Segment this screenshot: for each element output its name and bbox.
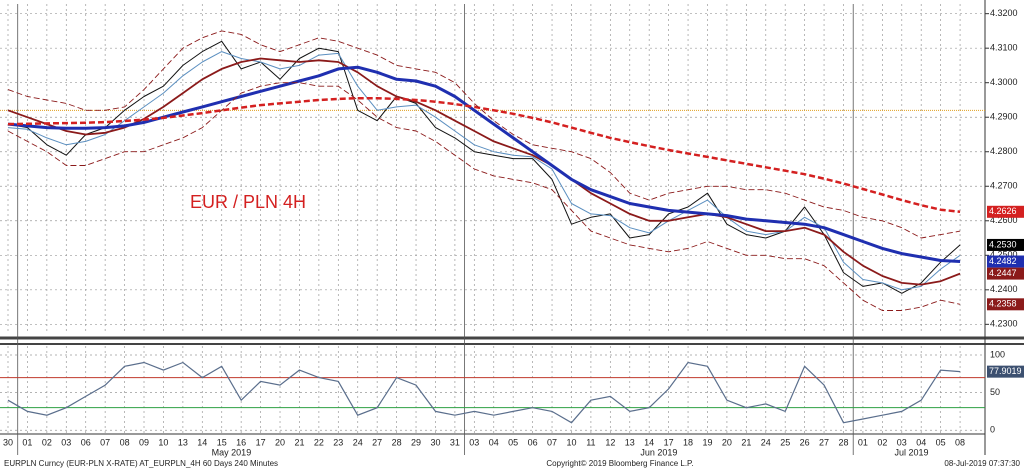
x-tick-label: 03 — [897, 437, 907, 447]
x-tick-label: 11 — [586, 437, 595, 447]
footer-right: 08-Jul-2019 07:37:30 — [944, 459, 1020, 468]
x-tick-label: 10 — [158, 437, 168, 447]
y-tick-label: 4.2600 — [990, 215, 1018, 225]
y-tick-label: 4.2400 — [990, 284, 1018, 294]
x-tick-label: 08 — [955, 437, 965, 447]
x-tick-label: 28 — [838, 437, 848, 447]
value-tag — [987, 238, 1024, 251]
x-tick-label: 09 — [139, 437, 149, 447]
x-tick-label: 21 — [294, 437, 304, 447]
value-tag-label: 4.2482 — [989, 256, 1017, 266]
y-tick-label: 100 — [990, 349, 1005, 359]
y-tick-label: 0 — [990, 425, 995, 435]
value-tag — [987, 365, 1024, 378]
x-tick-label: 01 — [858, 437, 868, 447]
x-tick-label: 14 — [644, 437, 654, 447]
y-tick-label: 4.2800 — [990, 146, 1018, 156]
chart-annotation: EUR / PLN 4H — [190, 192, 306, 212]
x-tick-label: 18 — [683, 437, 693, 447]
x-tick-label: 26 — [800, 437, 810, 447]
x-tick-label: 01 — [22, 437, 32, 447]
x-tick-label: 30 — [430, 437, 440, 447]
series-line — [7, 82, 961, 311]
value-tag — [987, 205, 1024, 218]
x-tick-label: 10 — [566, 437, 576, 447]
oscillator-line — [7, 361, 961, 424]
x-tick-label: 21 — [741, 437, 751, 447]
x-tick-label: 29 — [411, 437, 421, 447]
x-tick-label: 20 — [275, 437, 285, 447]
x-tick-label: 03 — [61, 437, 71, 447]
value-tag-label: 4.2358 — [989, 299, 1017, 309]
x-tick-label: 17 — [664, 437, 674, 447]
series-line — [7, 30, 961, 239]
y-tick-label: 4.2700 — [990, 181, 1018, 191]
x-tick-label: 27 — [372, 437, 382, 447]
series-line — [7, 57, 961, 286]
x-tick-label: 16 — [236, 437, 246, 447]
x-tick-label: 07 — [547, 437, 557, 447]
x-tick-label: 02 — [877, 437, 887, 447]
x-tick-label: 04 — [489, 437, 499, 447]
footer-left: EURPLN Curncy (EUR-PLN X-RATE) AT_EURPLN… — [4, 459, 278, 468]
x-tick-label: 17 — [256, 437, 266, 447]
series-line — [7, 96, 961, 214]
x-tick-label: 31 — [450, 437, 460, 447]
x-tick-label: 07 — [100, 437, 110, 447]
value-tag-label: 4.2447 — [989, 268, 1017, 278]
x-tick-label: 08 — [120, 437, 130, 447]
value-tag — [987, 267, 1024, 280]
x-tick-label: 05 — [508, 437, 518, 447]
series-line — [7, 40, 961, 294]
month-label: May 2019 — [212, 447, 252, 457]
x-tick-label: 12 — [605, 437, 615, 447]
x-tick-label: 25 — [780, 437, 790, 447]
y-tick-label: 4.3100 — [990, 43, 1018, 53]
y-tick-label: 4.2900 — [990, 112, 1018, 122]
x-tick-label: 22 — [314, 437, 324, 447]
x-tick-label: 24 — [761, 437, 771, 447]
x-tick-label: 05 — [936, 437, 946, 447]
x-tick-label: 13 — [625, 437, 635, 447]
y-tick-label: 4.3000 — [990, 77, 1018, 87]
value-tag — [987, 298, 1024, 311]
footer-center: Copyright© 2019 Bloomberg Finance L.P. — [546, 459, 693, 468]
x-tick-label: 02 — [42, 437, 52, 447]
x-tick-label: 06 — [81, 437, 91, 447]
month-label: Jun 2019 — [640, 447, 677, 457]
y-tick-label: 4.2300 — [990, 319, 1018, 329]
x-tick-label: 30 — [3, 437, 13, 447]
x-tick-label: 04 — [916, 437, 926, 447]
value-tag-label: 77.9019 — [989, 366, 1022, 376]
x-tick-label: 28 — [392, 437, 402, 447]
x-tick-label: 03 — [469, 437, 479, 447]
y-tick-label: 4.2500 — [990, 250, 1018, 260]
x-tick-label: 19 — [702, 437, 712, 447]
series-line — [7, 51, 961, 291]
value-tag-label: 4.2530 — [989, 239, 1017, 249]
x-tick-label: 14 — [197, 437, 207, 447]
y-tick-label: 4.3200 — [990, 8, 1018, 18]
x-tick-label: 20 — [722, 437, 732, 447]
value-tag-label: 4.2626 — [989, 206, 1017, 216]
x-tick-label: 23 — [333, 437, 343, 447]
x-tick-label: 24 — [353, 437, 363, 447]
x-tick-label: 06 — [528, 437, 538, 447]
y-tick-label: 50 — [990, 387, 1000, 397]
x-tick-label: 15 — [217, 437, 227, 447]
x-tick-label: 13 — [178, 437, 188, 447]
x-tick-label: 27 — [819, 437, 829, 447]
month-label: Jul 2019 — [894, 447, 928, 457]
value-tag — [987, 255, 1024, 268]
